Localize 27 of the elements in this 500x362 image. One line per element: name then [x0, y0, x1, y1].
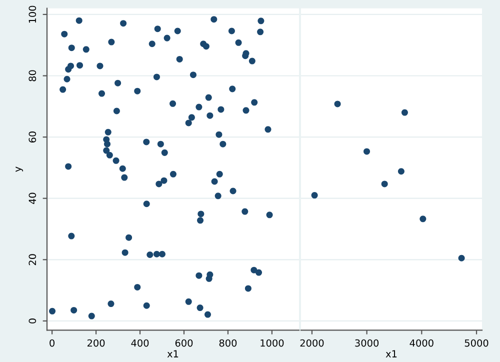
point [364, 148, 370, 155]
y-tick-label: 20 [28, 254, 36, 266]
y-axis-title: y [16, 166, 24, 172]
y-tick-label: 100 [28, 6, 36, 23]
y-tick-label: 60 [28, 132, 36, 143]
x-tick-label: 800 [219, 339, 237, 347]
x-tick-label: 0 [50, 339, 55, 347]
x-tick-label: 2000 [300, 339, 324, 347]
x-tick-label: 600 [175, 339, 193, 347]
x-tick-label: 3000 [355, 339, 379, 347]
x-tick-label: 5000 [464, 339, 488, 347]
x-axis-title: x1 [386, 350, 397, 358]
point [420, 216, 426, 222]
x-tick-label: 200 [87, 339, 105, 347]
point [334, 100, 341, 108]
point [311, 192, 318, 199]
x-tick-label: 1000 [260, 339, 284, 347]
y-tick-label: 80 [28, 70, 36, 82]
point [401, 109, 408, 116]
y-tick-label: 40 [28, 192, 36, 204]
x-tick-label: 4000 [410, 339, 434, 347]
x-axis-title: x1 [167, 350, 178, 358]
point [458, 254, 465, 262]
x-tick-label: 400 [131, 339, 149, 347]
point [398, 168, 404, 175]
point [381, 180, 388, 188]
y-tick-label: 0 [28, 318, 36, 324]
